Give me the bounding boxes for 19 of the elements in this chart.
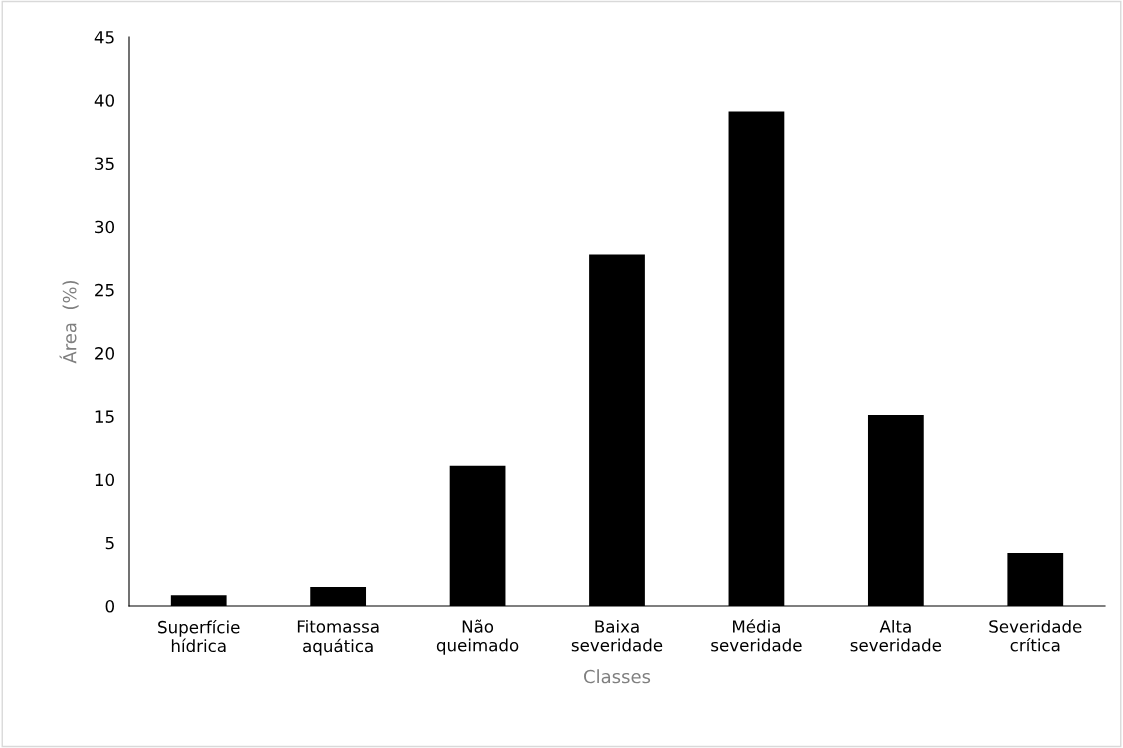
y-tick-label: 15 — [95, 410, 114, 423]
y-axis-title: Área (%) — [59, 280, 79, 364]
x-tick-label: Média severidade — [711, 619, 802, 652]
y-tick-label: 40 — [94, 94, 114, 107]
x-axis-title: Classes — [584, 669, 651, 684]
y-tick-label: 30 — [95, 220, 114, 234]
y-tick-label: 20 — [95, 347, 114, 360]
x-tick-label: Não queimado — [436, 619, 519, 655]
x-tick-label: Severidade crítica — [989, 619, 1082, 652]
x-tick-label: Baixa severidade — [571, 619, 663, 652]
y-tick-label: 0 — [105, 599, 114, 613]
y-tick-label: 25 — [95, 283, 114, 297]
y-tick-label: 5 — [105, 536, 114, 550]
y-tick-label: 45 — [94, 31, 114, 44]
x-tick-label: Fitomassa aquática — [297, 619, 379, 656]
x-tick-label: Alta severidade — [850, 619, 942, 652]
x-tick-label: Superfície hídrica — [158, 619, 240, 653]
y-tick-label: 10 — [95, 473, 114, 487]
y-tick-label: 35 — [95, 157, 114, 171]
